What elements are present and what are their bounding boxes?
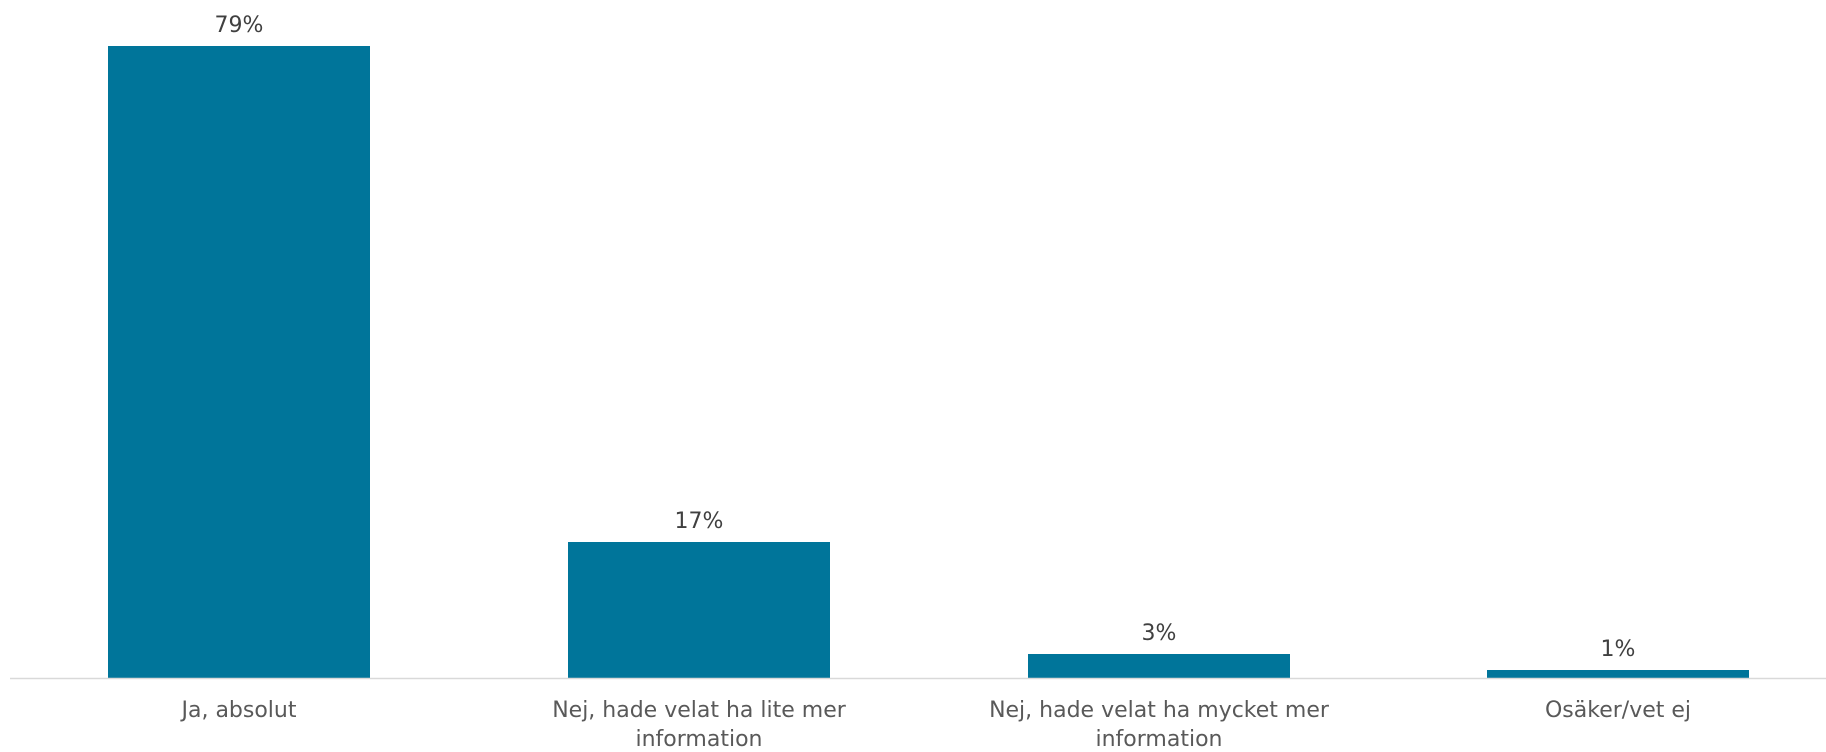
data-label: 79%	[215, 13, 264, 38]
bar	[1028, 654, 1290, 678]
category-labels-group: Ja, absolut Nej, hade velat ha lite mer in…	[179, 698, 1691, 752]
bar	[108, 46, 370, 678]
category-label-line: information	[1096, 727, 1223, 752]
value-labels-group: 79% 17% 3% 1%	[215, 13, 1636, 662]
bar	[568, 542, 830, 678]
category-label-line: Osäker/vet ej	[1545, 698, 1691, 723]
data-label: 1%	[1601, 637, 1636, 662]
bar	[1487, 670, 1749, 678]
data-label: 3%	[1142, 621, 1177, 646]
category-label: Nej, hade velat ha mycket mer information	[989, 698, 1330, 752]
category-label: Nej, hade velat ha lite mer information	[552, 698, 847, 752]
bars-group	[108, 46, 1749, 678]
category-label: Ja, absolut	[179, 698, 296, 723]
category-label-line: information	[636, 727, 763, 752]
data-label: 17%	[675, 509, 724, 534]
category-label: Osäker/vet ej	[1545, 698, 1691, 723]
category-label-line: Ja, absolut	[179, 698, 296, 723]
category-label-line: Nej, hade velat ha mycket mer	[989, 698, 1330, 723]
category-label-line: Nej, hade velat ha lite mer	[552, 698, 847, 723]
